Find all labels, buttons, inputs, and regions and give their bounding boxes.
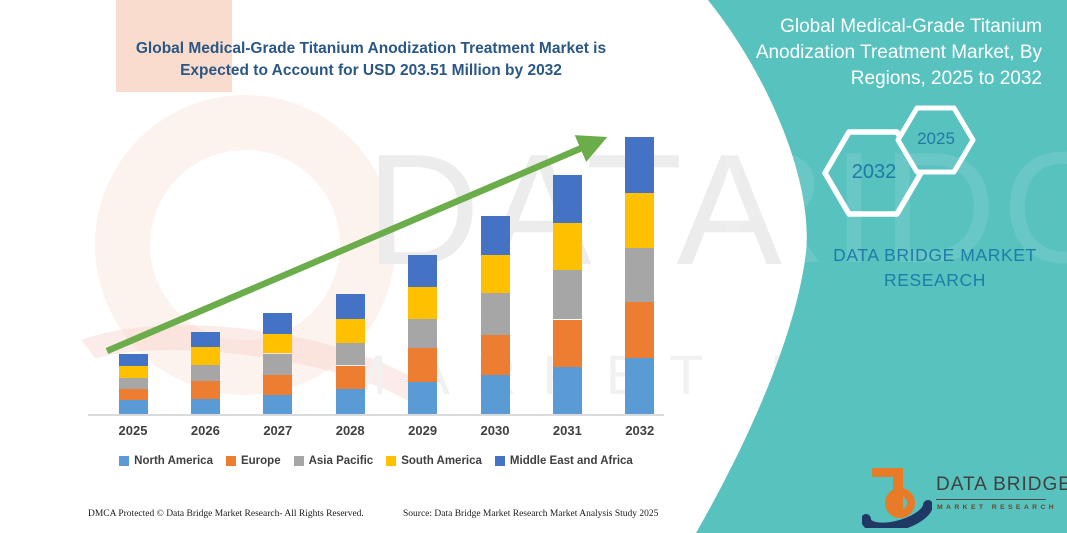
bar-segment-2031-europe — [552, 319, 582, 367]
bar-segment-2029-south-america — [408, 286, 438, 319]
bar-segment-2030-middle-east-and-africa — [480, 215, 510, 255]
dbmr-logo-name: DATA BRIDGE — [936, 474, 1067, 495]
dmca-notice: DMCA Protected © Data Bridge Market Rese… — [88, 509, 364, 519]
bar-segment-2032-asia-pacific — [625, 247, 655, 303]
bar-segment-2025-europe — [118, 389, 148, 401]
legend-label: South America — [401, 455, 482, 467]
source-note: Source: Data Bridge Market Research Mark… — [403, 509, 659, 519]
logo-watermark-shape — [116, 0, 232, 92]
bar-segment-2030-north-america — [480, 374, 510, 414]
panel-title: Global Medical-Grade Titanium Anodizatio… — [712, 14, 1042, 92]
bar-segment-2029-middle-east-and-africa — [408, 254, 438, 287]
dbmr-logo-rule — [936, 499, 1046, 500]
bar-segment-2027-europe — [263, 374, 293, 395]
bar-segment-2026-middle-east-and-africa — [190, 331, 220, 347]
legend-swatch — [386, 456, 397, 466]
x-axis-label-2031: 2031 — [552, 423, 582, 438]
x-axis-line — [88, 414, 664, 416]
bar-segment-2029-north-america — [408, 382, 438, 414]
legend-item-south-america: South America — [386, 455, 482, 467]
hexagon-2025-label: 2025 — [917, 129, 955, 148]
legend-swatch — [293, 456, 304, 466]
legend-swatch — [494, 456, 505, 466]
x-axis-label-2032: 2032 — [625, 423, 655, 438]
x-axis-label-2028: 2028 — [335, 423, 365, 438]
panel-title-line2: Anodization Treatment Market, By — [755, 42, 1042, 63]
legend-swatch — [119, 456, 130, 466]
bar-segment-2027-asia-pacific — [263, 353, 293, 375]
panel-title-line1: Global Medical-Grade Titanium — [780, 16, 1042, 37]
bar-segment-2028-asia-pacific — [335, 342, 365, 366]
panel-brand-line2: RESEARCH — [883, 270, 987, 290]
bar-segment-2030-europe — [480, 334, 510, 375]
chart-title: Global Medical-Grade Titanium Anodizatio… — [84, 38, 658, 82]
x-axis-label-2029: 2029 — [408, 423, 438, 438]
x-axis-label-2025: 2025 — [118, 423, 148, 438]
bar-segment-2027-middle-east-and-africa — [263, 312, 293, 334]
legend-item-europe: Europe — [225, 455, 281, 467]
chart-title-line1: Global Medical-Grade Titanium Anodizatio… — [135, 40, 607, 57]
bar-segment-2031-north-america — [552, 366, 582, 414]
bar-segment-2026-europe — [190, 381, 220, 399]
dbmr-logo-subtitle: MARKET RESEARCH — [937, 504, 1058, 511]
bar-segment-2025-south-america — [118, 366, 148, 378]
bar-segment-2032-south-america — [625, 192, 655, 248]
bar-segment-2026-north-america — [190, 398, 220, 414]
x-axis-label-2030: 2030 — [480, 423, 510, 438]
bar-segment-2026-asia-pacific — [190, 364, 220, 382]
bar-segment-2027-south-america — [263, 333, 293, 354]
bar-segment-2031-asia-pacific — [552, 270, 582, 320]
chart-legend: North America Europe Asia Pacific South Ame… — [84, 455, 668, 467]
bar-segment-2025-asia-pacific — [118, 377, 148, 389]
bar-segment-2029-asia-pacific — [408, 319, 438, 348]
chart-title-line2: Expected to Account for USD 203.51 Milli… — [180, 62, 562, 79]
panel-title-line3: Regions, 2025 to 2032 — [850, 68, 1042, 89]
bar-segment-2028-europe — [335, 365, 365, 389]
bar-segment-2026-south-america — [190, 346, 220, 365]
bar-segment-2030-south-america — [480, 254, 510, 294]
legend-label: Middle East and Africa — [509, 455, 633, 467]
x-axis-label-2026: 2026 — [190, 423, 220, 438]
bar-segment-2032-north-america — [625, 357, 655, 414]
bar-segment-2031-middle-east-and-africa — [552, 175, 582, 223]
legend-item-middle-east-and-africa: Middle East and Africa — [494, 455, 633, 467]
bar-segment-2032-europe — [625, 302, 655, 358]
bar-segment-2028-north-america — [335, 389, 365, 414]
dbmr-logo-icon — [862, 468, 932, 528]
panel-brand-line1: DATA BRIDGE MARKET — [833, 245, 1037, 265]
legend-label: Asia Pacific — [308, 455, 374, 467]
legend-item-north-america: North America — [119, 455, 213, 467]
bar-segment-2025-middle-east-and-africa — [118, 353, 148, 367]
bar-segment-2032-middle-east-and-africa — [625, 137, 655, 193]
legend-item-asia-pacific: Asia Pacific — [293, 455, 374, 467]
legend-label: North America — [134, 455, 213, 467]
bar-segment-2027-north-america — [263, 394, 293, 414]
panel-brand-text: DATA BRIDGE MARKET RESEARCH — [810, 243, 1060, 293]
hexagon-2032-label: 2032 — [851, 161, 897, 183]
bar-segment-2028-middle-east-and-africa — [335, 293, 365, 319]
bar-segment-2028-south-america — [335, 318, 365, 343]
bar-segment-2031-south-america — [552, 222, 582, 271]
legend-swatch — [225, 456, 236, 466]
bar-segment-2025-north-america — [118, 400, 148, 414]
x-axis-label-2027: 2027 — [263, 423, 293, 438]
legend-label: Europe — [240, 455, 281, 467]
bar-segment-2029-europe — [408, 348, 438, 383]
bar-segment-2030-asia-pacific — [480, 293, 510, 335]
dbmr-logo: DATA BRIDGE MARKET RESEARCH — [862, 460, 1067, 528]
